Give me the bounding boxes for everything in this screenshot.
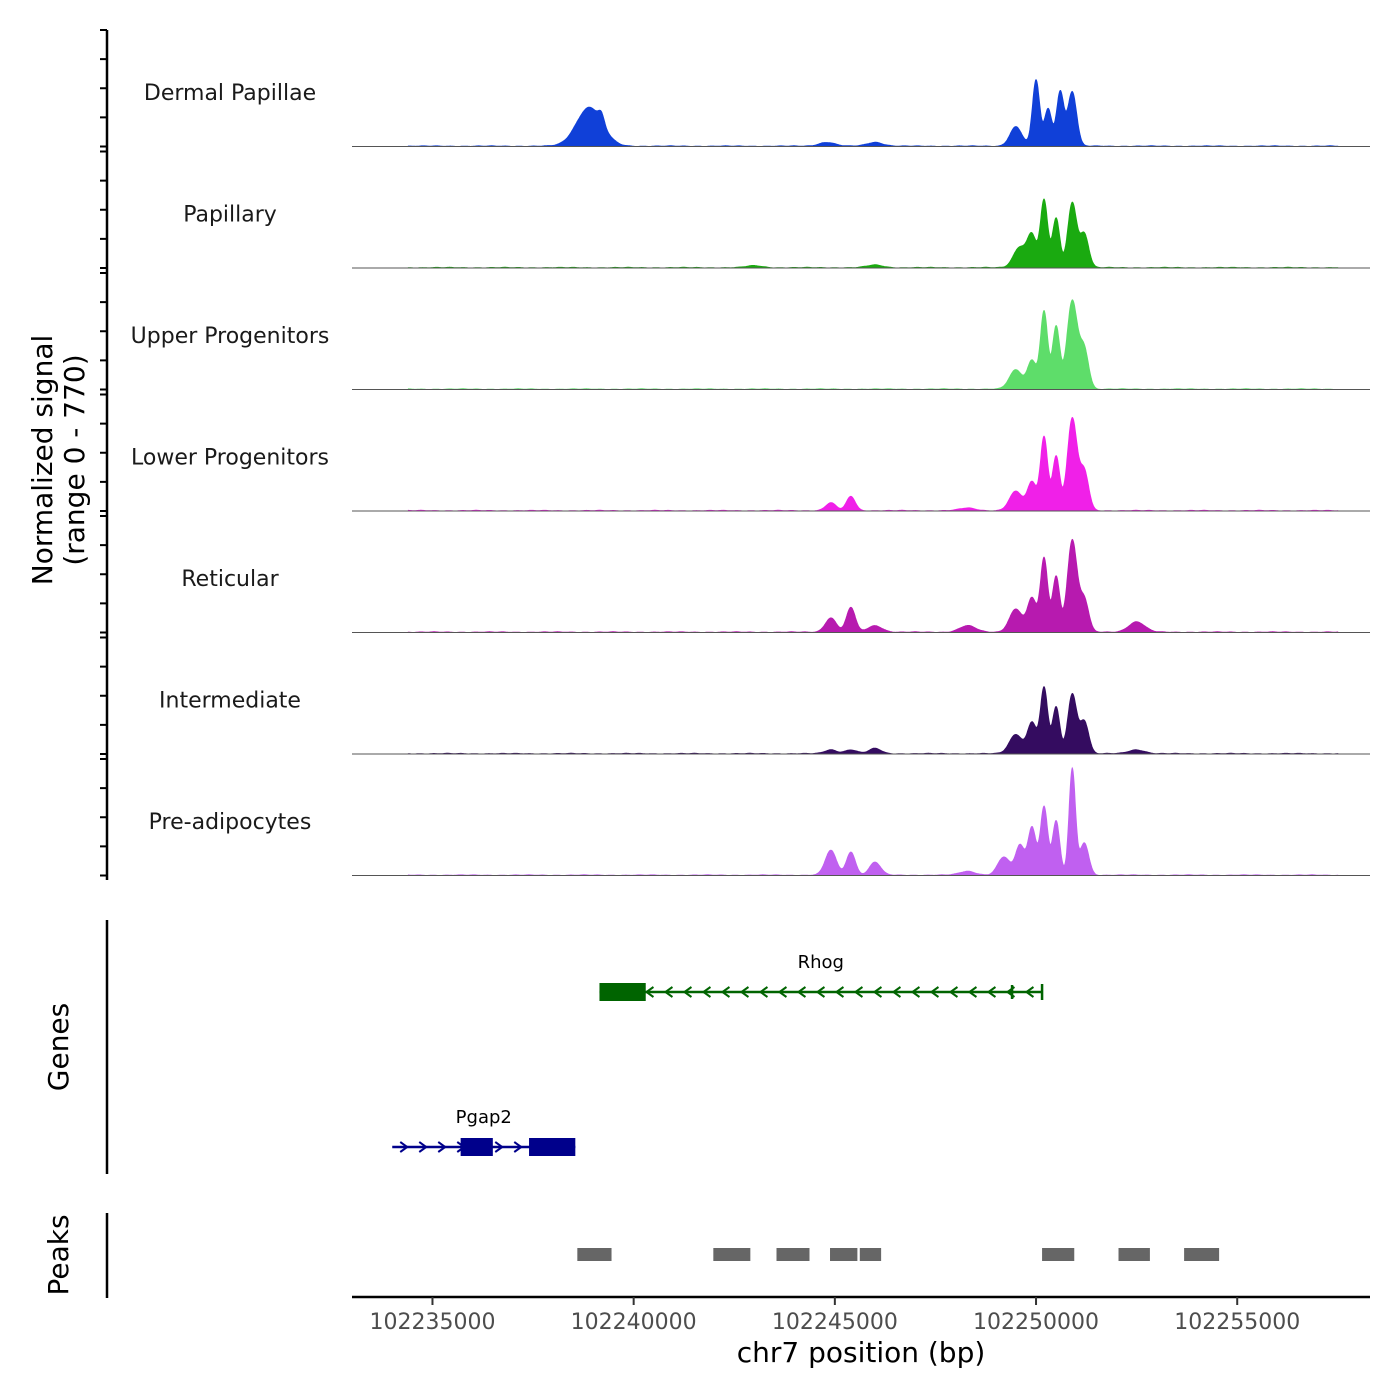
gene-pgap2: Pgap2 xyxy=(392,1107,576,1156)
track-dermal-papillae: Dermal Papillae xyxy=(144,78,1370,147)
peak-region xyxy=(859,1248,882,1261)
track-papillary: Papillary xyxy=(183,198,1370,269)
coverage-tracks: Dermal Papillae Papillary Upper Progenitor… xyxy=(131,78,1370,876)
track-reticular: Reticular xyxy=(181,538,1370,633)
gene-models: Pgap2 Rhog xyxy=(392,952,1044,1156)
gene-label: Rhog xyxy=(798,952,844,973)
peak-region xyxy=(830,1248,858,1261)
peak-region xyxy=(577,1248,612,1261)
peak-region xyxy=(713,1248,751,1261)
strand-arrow xyxy=(777,986,788,998)
genes-panel-title: Genes xyxy=(42,1003,75,1091)
strand-arrow xyxy=(834,986,845,998)
strand-arrow xyxy=(967,986,978,998)
x-axis-ticks: 102235000 102240000 102245000 102250000 1022… xyxy=(369,1297,1300,1335)
track-label: Pre-adipocytes xyxy=(149,810,312,835)
strand-arrow xyxy=(644,986,655,998)
strand-arrow xyxy=(513,1141,523,1153)
strand-arrow xyxy=(701,986,712,998)
x-tick-label: 102255000 xyxy=(1174,1310,1300,1335)
strand-arrow xyxy=(418,1141,428,1153)
coverage-y-ticks xyxy=(100,29,107,877)
x-tick-label: 102240000 xyxy=(571,1310,697,1335)
track-label: Dermal Papillae xyxy=(144,81,316,106)
gene-exon xyxy=(460,1138,493,1156)
y-axis-title-line1: Normalized signal xyxy=(26,335,59,586)
track-lower-progenitors: Lower Progenitors xyxy=(131,417,1370,512)
signal-area xyxy=(407,417,1339,512)
signal-area xyxy=(407,299,1339,390)
x-tick-label: 102235000 xyxy=(369,1310,495,1335)
strand-arrow xyxy=(663,986,674,998)
track-label: Lower Progenitors xyxy=(131,446,329,471)
strand-arrow xyxy=(929,986,940,998)
x-tick-label: 102245000 xyxy=(772,1310,898,1335)
strand-arrow xyxy=(682,986,693,998)
track-label: Reticular xyxy=(181,567,279,592)
strand-arrow xyxy=(986,986,997,998)
gene-exon xyxy=(529,1138,576,1156)
peak-region xyxy=(1042,1248,1075,1261)
y-axis-title-line2: (range 0 - 770) xyxy=(58,354,91,565)
track-pre-adipocytes: Pre-adipocytes xyxy=(149,766,1370,876)
gene-rhog: Rhog xyxy=(599,952,1044,1001)
track-intermediate: Intermediate xyxy=(159,686,1370,755)
strand-arrow xyxy=(891,986,902,998)
gene-exon xyxy=(599,983,646,1001)
strand-arrow xyxy=(948,986,959,998)
strand-arrow xyxy=(910,986,921,998)
peak-region xyxy=(1184,1248,1220,1261)
signal-area xyxy=(407,766,1339,876)
signal-area xyxy=(407,686,1339,755)
track-label: Papillary xyxy=(183,203,277,228)
strand-arrow xyxy=(758,986,769,998)
x-tick-label: 102250000 xyxy=(973,1310,1099,1335)
x-axis-title: chr7 position (bp) xyxy=(737,1336,986,1369)
peak-regions xyxy=(577,1248,1220,1261)
peaks-panel-title: Peaks xyxy=(42,1214,75,1295)
strand-arrow xyxy=(872,986,883,998)
strand-arrow xyxy=(853,986,864,998)
strand-arrow xyxy=(796,986,807,998)
signal-area xyxy=(407,198,1339,269)
strand-arrow xyxy=(494,1141,504,1153)
strand-arrow xyxy=(437,1141,447,1153)
strand-arrow xyxy=(399,1141,409,1153)
peak-region xyxy=(776,1248,810,1261)
y-axis-title: Normalized signal (range 0 - 770) xyxy=(26,335,91,586)
strand-arrow xyxy=(739,986,750,998)
strand-arrow xyxy=(1024,986,1035,998)
strand-arrow xyxy=(720,986,731,998)
gene-label: Pgap2 xyxy=(456,1107,512,1128)
track-label: Intermediate xyxy=(159,689,301,714)
signal-area xyxy=(407,78,1339,147)
strand-arrow xyxy=(815,986,826,998)
track-label: Upper Progenitors xyxy=(131,324,330,349)
track-upper-progenitors: Upper Progenitors xyxy=(131,299,1370,390)
signal-area xyxy=(407,538,1339,633)
peak-region xyxy=(1118,1248,1150,1261)
